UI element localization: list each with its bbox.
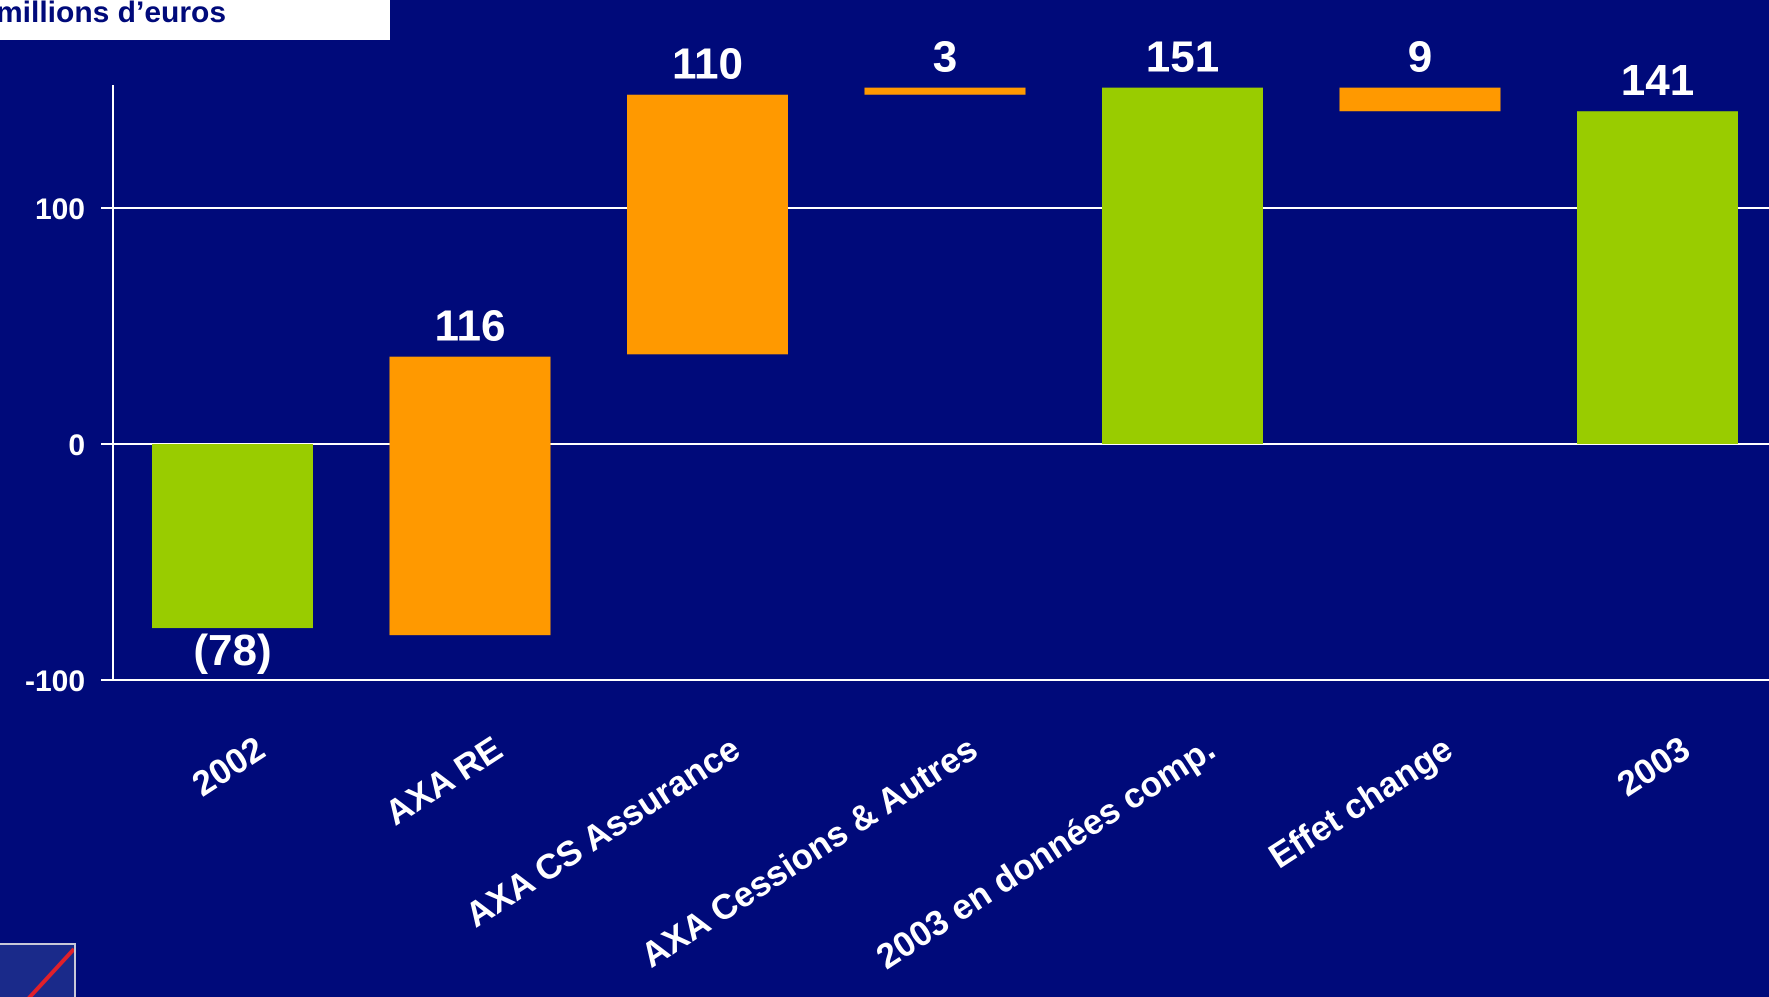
bar-total [152,444,313,629]
bar-delta [389,356,551,636]
data-label: 3 [933,33,957,82]
category-label: 2002 [185,729,272,804]
data-labels: (78) 116 110 3 151 9 141 [193,33,1694,675]
bar-delta [627,94,788,355]
bars [152,87,1738,636]
y-tick-label: -100 [25,665,85,698]
logo-icon [0,943,76,997]
grid-lines [101,85,1769,681]
unit-label-box: millions d’euros [0,0,390,40]
y-tick-label: 100 [35,193,85,226]
y-tick-label: 0 [68,429,85,462]
data-label: 151 [1146,33,1219,82]
y-tick-labels: 100 0 -100 [25,193,85,698]
bar-total [1577,111,1738,445]
bar-total [1102,87,1263,444]
category-label: 2003 [1610,729,1697,804]
category-label: AXA RE [378,729,509,833]
category-label: Effet change [1262,729,1459,876]
data-label: 141 [1621,56,1694,105]
unit-label: millions d’euros [0,0,227,29]
data-label: 116 [435,302,506,351]
data-label: 9 [1408,33,1432,82]
bar-delta [864,87,1026,95]
data-label: (78) [193,626,271,675]
data-label: 110 [672,40,743,89]
bar-delta [1339,87,1501,112]
